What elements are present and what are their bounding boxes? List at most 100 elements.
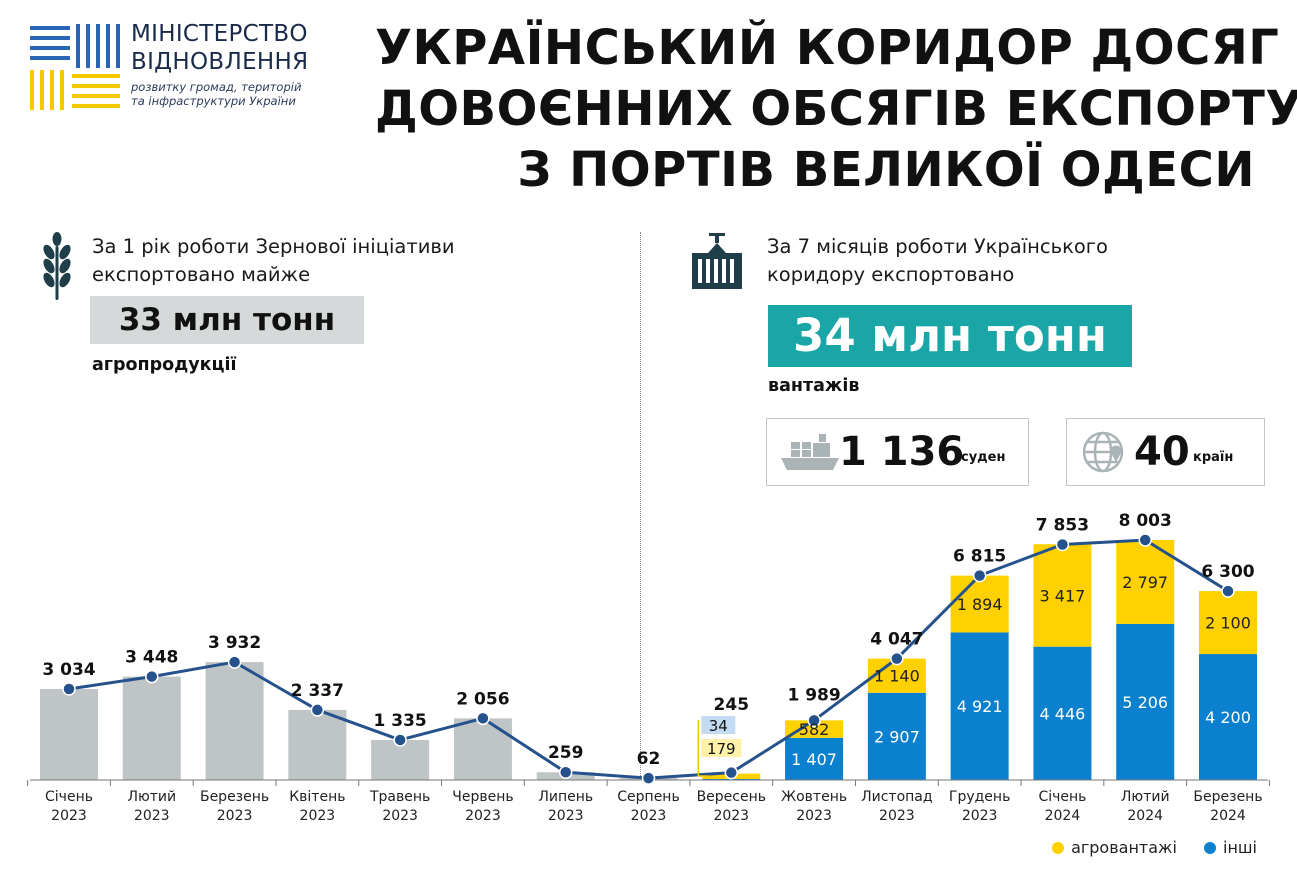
- export-volume-chart: 3 034 3 448 3 932 2 337 1 335 2 056 259 62 245 1 …: [27, 511, 1270, 824]
- total-label-4: 1 335: [374, 711, 427, 731]
- x-label-year-12: 2024: [1045, 808, 1081, 824]
- other-label-9: 1 407: [791, 750, 837, 769]
- small-label-connector-8: [697, 720, 710, 777]
- ships-stat-box: 1 136 суден: [766, 418, 1029, 486]
- total-point-6: [558, 765, 573, 779]
- grain-initiative-line2: експортовано майже: [92, 263, 311, 286]
- corridor-line2: коридору експортовано: [767, 263, 1015, 286]
- total-point-11: [972, 568, 987, 583]
- bar-other-10: [867, 692, 926, 780]
- title-line3: З ПОРТІВ ВЕЛИКОЇ ОДЕСИ: [517, 142, 1255, 198]
- x-label-month-10: Листопад: [861, 789, 932, 805]
- total-point-10: [890, 651, 904, 666]
- legend-agro-swatch: [1052, 842, 1065, 854]
- bar-agro-9: [785, 720, 844, 738]
- total-label-14: 6 300: [1201, 562, 1254, 582]
- total-point-9: [807, 713, 821, 728]
- legend-other-swatch: [1204, 842, 1216, 854]
- total-label-8: 245: [714, 695, 750, 715]
- agro-label-9: 582: [799, 720, 830, 739]
- x-label-month-8: Вересень: [697, 789, 766, 805]
- agro-label-10: 1 140: [874, 667, 920, 686]
- bar-agro-12: [1033, 544, 1092, 647]
- x-label-month-11: Грудень: [949, 789, 1010, 805]
- bar-agro-13: [1116, 540, 1175, 624]
- x-label-year-10: 2023: [879, 808, 915, 824]
- cargo-ship-icon: [781, 434, 839, 470]
- bar-agro-14: [1199, 591, 1257, 655]
- grain-initiative-total: 33 млн тонн: [90, 296, 364, 344]
- x-label-year-3: 2023: [300, 808, 336, 824]
- ministry-subtitle-line2: та інфраструктури України: [131, 94, 296, 108]
- total-label-1: 3 448: [125, 648, 178, 668]
- x-label-year-1: 2023: [134, 808, 170, 824]
- total-point-5: [476, 711, 490, 726]
- x-label-year-4: 2023: [382, 808, 418, 824]
- other-label-11: 4 921: [957, 697, 1003, 716]
- ministry-name: МІНІСТЕРСТВО ВІДНОВЛЕННЯ: [131, 20, 308, 76]
- legend-other-label: інші: [1223, 838, 1257, 857]
- total-point-13: [1138, 533, 1152, 547]
- grain-initiative-unit: агропродукції: [92, 355, 237, 375]
- other-label-13: 5 206: [1122, 693, 1168, 712]
- countries-stat-box: 40 країн: [1066, 418, 1265, 486]
- total-label-9: 1 989: [787, 685, 840, 705]
- x-label-month-6: Липень: [538, 789, 593, 805]
- x-label-year-8: 2023: [713, 808, 749, 824]
- total-point-7: [641, 771, 656, 785]
- x-label-month-0: Січень: [45, 789, 93, 805]
- agro-label-12: 3 417: [1040, 586, 1086, 605]
- bar-other-12: [1033, 646, 1092, 780]
- other-label-10: 2 907: [874, 727, 920, 746]
- countries-count: 40: [1134, 429, 1190, 475]
- total-label-0: 3 034: [42, 660, 95, 680]
- ministry-name-line1: МІНІСТЕРСТВО: [131, 21, 308, 47]
- x-label-month-1: Лютий: [127, 789, 176, 805]
- corridor-text: За 7 місяців роботи Українського коридор…: [767, 233, 1247, 289]
- x-label-month-2: Березень: [200, 789, 269, 805]
- grain-initiative-text: За 1 рік роботи Зернової ініціативи експ…: [92, 233, 572, 289]
- x-label-year-14: 2024: [1210, 808, 1246, 824]
- wheat-icon: [43, 232, 71, 300]
- x-label-year-2: 2023: [217, 808, 253, 824]
- ministry-subtitle: розвитку громад, територій та інфраструк…: [131, 80, 371, 108]
- bar-grain-3: [288, 709, 347, 780]
- small-label-bg-other-8: [701, 716, 736, 734]
- countries-unit: країн: [1193, 450, 1234, 465]
- grain-initiative-line1: За 1 рік роботи Зернової ініціативи: [92, 235, 455, 258]
- title-line2: ДОВОЄННИХ ОБСЯГІВ ЕКСПОРТУ: [375, 81, 1297, 137]
- x-label-year-11: 2023: [962, 808, 998, 824]
- agro-label-8: 179: [707, 740, 736, 758]
- ministry-name-line2: ВІДНОВЛЕННЯ: [131, 49, 309, 75]
- total-label-13: 8 003: [1119, 511, 1172, 531]
- legend-other: інші: [1204, 838, 1257, 857]
- bar-other-9: [785, 737, 844, 780]
- corridor-total: 34 млн тонн: [768, 305, 1132, 367]
- total-point-2: [227, 655, 242, 669]
- title-line1: УКРАЇНСЬКИЙ КОРИДОР ДОСЯГ: [375, 20, 1280, 76]
- x-label-month-7: Серпень: [617, 789, 679, 805]
- corridor-line1: За 7 місяців роботи Українського: [767, 235, 1108, 258]
- x-label-year-13: 2024: [1127, 808, 1163, 824]
- ships-count: 1 136: [839, 429, 965, 475]
- port-crane-container-icon: [692, 233, 742, 289]
- x-label-month-12: Січень: [1038, 789, 1086, 805]
- x-label-year-9: 2023: [796, 808, 832, 824]
- page-title: УКРАЇНСЬКИЙ КОРИДОР ДОСЯГ ДОВОЄННИХ ОБСЯ…: [375, 18, 1297, 201]
- total-point-12: [1055, 537, 1070, 552]
- total-label-12: 7 853: [1036, 515, 1089, 535]
- total-label-2: 3 932: [208, 633, 261, 653]
- x-label-year-6: 2023: [548, 808, 584, 824]
- bar-agro-11: [950, 575, 1009, 633]
- total-point-1: [145, 669, 159, 684]
- bar-other-11: [950, 632, 1009, 780]
- total-label-11: 6 815: [953, 547, 1006, 567]
- legend-agro: агровантажі: [1052, 838, 1177, 857]
- total-label-7: 62: [637, 749, 661, 769]
- x-label-year-7: 2023: [631, 808, 667, 824]
- other-label-12: 4 446: [1040, 704, 1086, 723]
- total-point-8: [724, 765, 739, 780]
- other-label-8: 34: [709, 717, 728, 735]
- bar-grain-1: [122, 676, 181, 780]
- x-label-month-13: Лютий: [1121, 789, 1170, 805]
